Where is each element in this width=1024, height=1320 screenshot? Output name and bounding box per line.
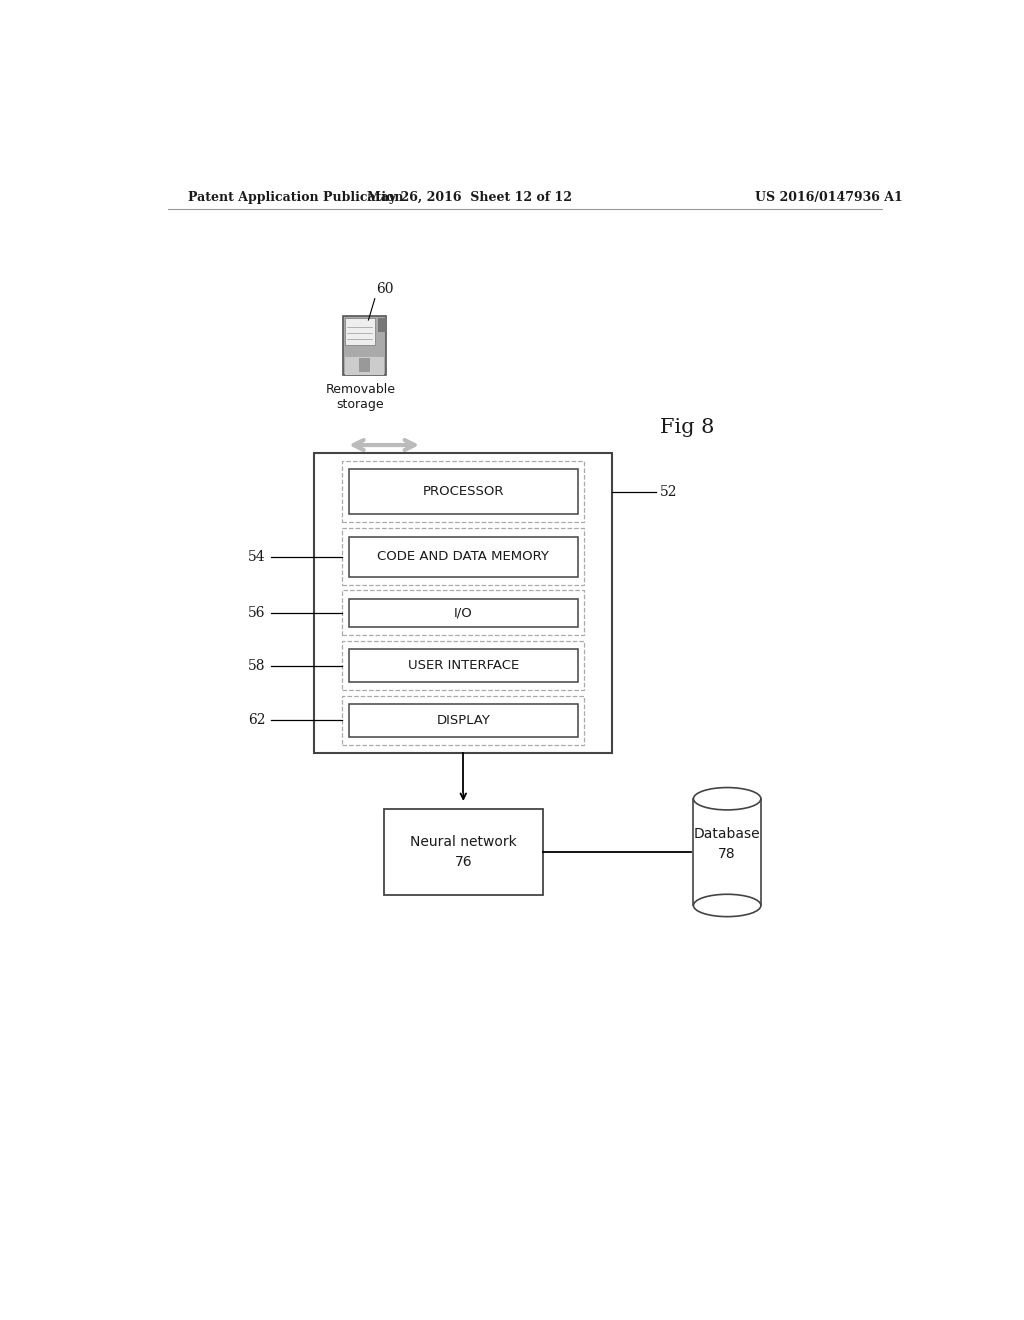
- Text: May 26, 2016  Sheet 12 of 12: May 26, 2016 Sheet 12 of 12: [367, 190, 571, 203]
- Bar: [384, 809, 543, 895]
- Bar: [348, 536, 578, 577]
- Bar: [342, 696, 585, 744]
- Text: Database
78: Database 78: [694, 826, 761, 861]
- Bar: [348, 598, 578, 627]
- Bar: [342, 590, 585, 635]
- Ellipse shape: [693, 788, 761, 810]
- Bar: [345, 358, 384, 375]
- Text: DISPLAY: DISPLAY: [436, 714, 490, 727]
- Text: USER INTERFACE: USER INTERFACE: [408, 659, 519, 672]
- Text: Patent Application Publication: Patent Application Publication: [187, 190, 403, 203]
- Text: CODE AND DATA MEMORY: CODE AND DATA MEMORY: [378, 550, 549, 564]
- Text: Neural network
76: Neural network 76: [410, 834, 517, 870]
- Bar: [693, 799, 761, 906]
- Text: 54: 54: [248, 550, 265, 564]
- Bar: [378, 318, 385, 333]
- Bar: [348, 649, 578, 682]
- Text: PROCESSOR: PROCESSOR: [423, 486, 504, 498]
- Bar: [343, 315, 386, 375]
- Text: US 2016/0147936 A1: US 2016/0147936 A1: [755, 190, 903, 203]
- Bar: [342, 642, 585, 690]
- Text: 52: 52: [659, 484, 677, 499]
- Bar: [348, 704, 578, 737]
- Bar: [342, 461, 585, 523]
- Bar: [359, 358, 370, 372]
- Text: 56: 56: [248, 606, 265, 619]
- Ellipse shape: [693, 894, 761, 916]
- Text: Fig 8: Fig 8: [659, 418, 714, 437]
- Text: 62: 62: [248, 714, 265, 727]
- Text: 60: 60: [377, 281, 394, 296]
- Bar: [345, 318, 375, 345]
- Text: 58: 58: [248, 659, 265, 673]
- Bar: [314, 453, 612, 752]
- Text: Removable
storage: Removable storage: [326, 383, 395, 411]
- Text: I/O: I/O: [454, 606, 473, 619]
- Bar: [348, 470, 578, 515]
- Bar: [342, 528, 585, 585]
